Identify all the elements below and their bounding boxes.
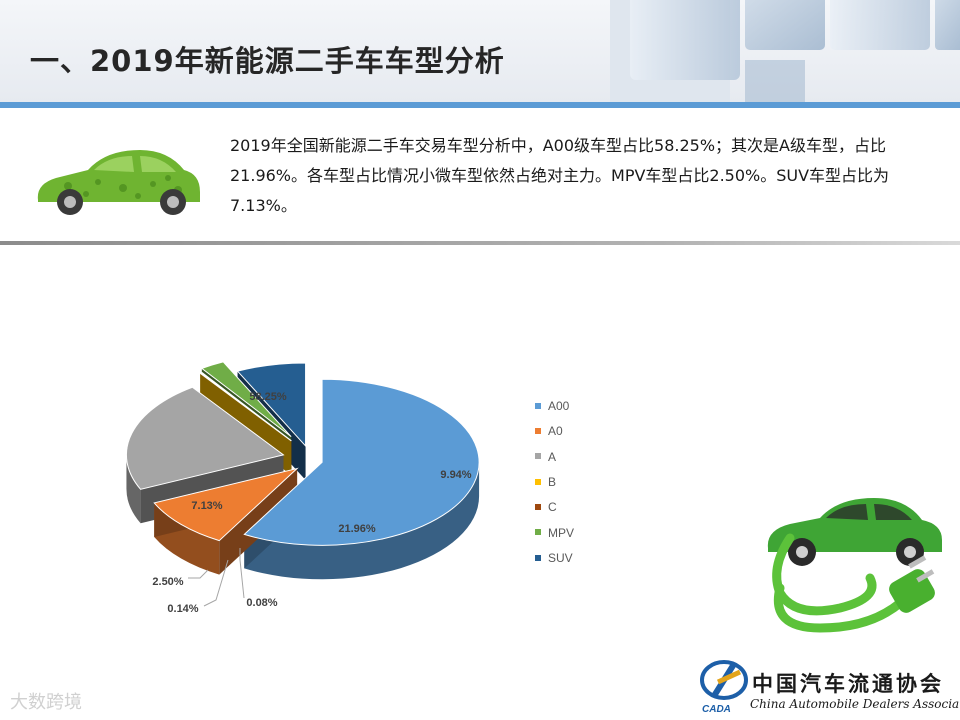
data-label-b: 0.08%	[246, 597, 277, 609]
org-name-en: China Automobile Dealers Association	[750, 697, 960, 711]
intro-paragraph: 2019年全国新能源二手车交易车型分析中，A00级车型占比58.25%；其次是A…	[230, 136, 890, 215]
legend-item-suv: SUV	[535, 551, 573, 565]
legend-swatch	[535, 504, 541, 511]
pie-slice-a	[126, 386, 285, 490]
watermark: 大数跨境	[10, 692, 82, 713]
legend-swatch	[535, 453, 541, 460]
legend-label: SUV	[548, 550, 573, 565]
leader-line-mpv	[188, 569, 209, 579]
legend-item-a: A	[535, 450, 556, 464]
legend-item-a0: A0	[535, 424, 563, 438]
legend-label: A00	[548, 399, 570, 413]
header-rule	[0, 102, 960, 108]
data-label-c: 0.14%	[167, 603, 198, 615]
logo-text: CADA	[702, 704, 731, 714]
legend-swatch	[535, 428, 541, 435]
leader-line-c	[203, 559, 229, 607]
legend-label: C	[548, 500, 557, 515]
data-label-mpv: 2.50%	[152, 576, 183, 588]
cada-logo-icon: CADA	[700, 660, 748, 714]
legend-label: A	[548, 449, 557, 464]
legend-swatch	[535, 478, 541, 485]
legend-label: B	[548, 474, 557, 489]
glass-cube-icon	[610, 0, 960, 104]
data-label-suv: 7.13%	[191, 500, 222, 512]
org-name: 中国汽车流通协会	[752, 671, 944, 696]
legend-item-c: C	[535, 500, 557, 514]
legend-item-mpv: MPV	[535, 526, 574, 540]
legend-swatch	[535, 529, 541, 536]
pie-slice-a00	[243, 378, 480, 546]
legend-item-a00: A00	[535, 399, 569, 413]
pie-slice-b	[199, 372, 292, 442]
legend-swatch	[535, 554, 541, 561]
legend-label: MPV	[548, 525, 575, 540]
legend-swatch	[535, 402, 541, 409]
data-label-a00: 58.25%	[249, 391, 287, 403]
legend-label: A0	[548, 424, 563, 439]
page-title: 一、2019年新能源二手车车型分析	[30, 44, 505, 78]
pie-slice-mpv	[200, 361, 292, 438]
leaf-car-icon	[37, 150, 201, 215]
legend-item-b: B	[535, 475, 556, 489]
pie-slice-a0	[153, 467, 299, 542]
data-label-a: 21.96%	[338, 523, 376, 535]
leader-line-b	[239, 548, 245, 599]
ev-charging-car-icon	[767, 498, 942, 633]
data-label-a0: 9.94%	[440, 469, 471, 481]
pie-slice-suv	[236, 362, 307, 448]
section-divider	[0, 241, 960, 245]
